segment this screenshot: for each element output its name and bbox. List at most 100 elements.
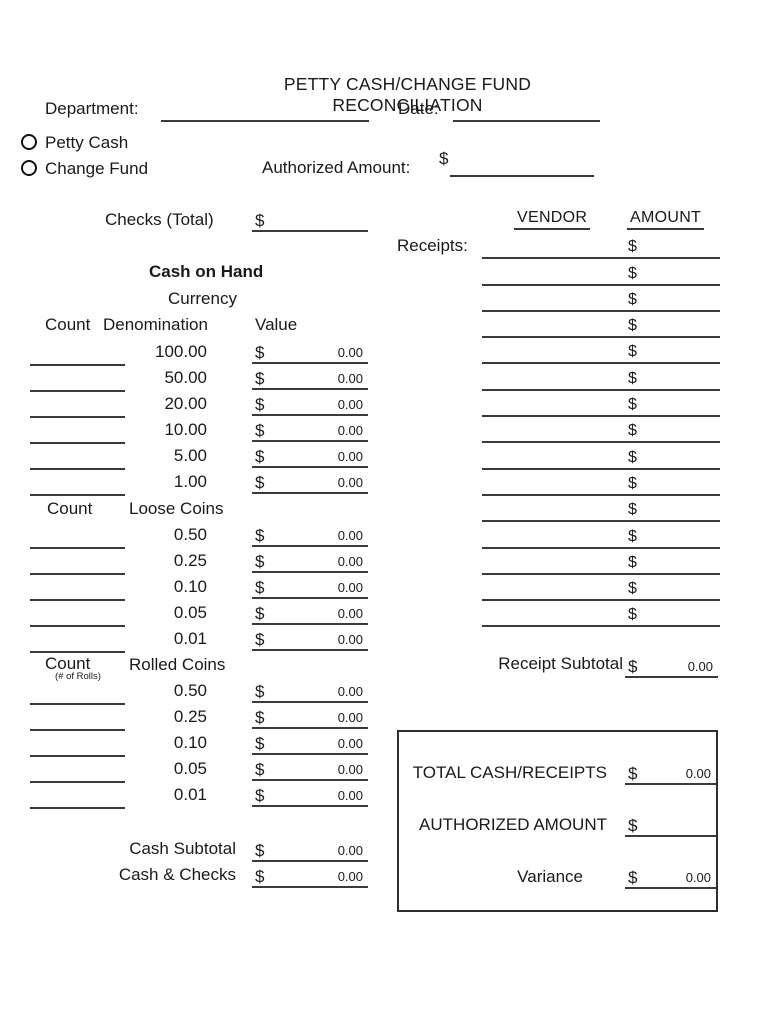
loose-coins-rows: 0.50 $ 0.00 0.25 $ 0.00 0.10 $ <box>0 521 400 653</box>
value-cell: $ 0.00 <box>252 442 368 468</box>
receipt-row-input-line[interactable]: $ <box>482 601 720 628</box>
receipt-row-input-line[interactable]: $ <box>482 417 720 444</box>
receipt-row-input-line[interactable]: $ <box>482 496 720 523</box>
count-input-line[interactable] <box>30 651 125 653</box>
loose-coins-count-header: Count <box>47 499 93 518</box>
count-input-line[interactable] <box>30 703 125 705</box>
count-input-line[interactable] <box>30 416 125 418</box>
count-input-line[interactable] <box>30 390 125 392</box>
denomination-label: 0.05 <box>173 603 207 622</box>
currency-row: 5.00 $ 0.00 <box>0 442 400 470</box>
count-input-line[interactable] <box>30 781 125 783</box>
loose-coin-row: 0.50 $ 0.00 <box>0 521 400 549</box>
authorized-amount-dollar-sign: $ <box>439 149 449 168</box>
value-amount: 0.00 <box>337 736 363 751</box>
authorized-amount-label: Authorized Amount: <box>262 158 411 177</box>
count-input-line[interactable] <box>30 573 125 575</box>
receipt-row-input-line[interactable]: $ <box>482 549 720 575</box>
rolled-coin-row: 0.25 $ 0.00 <box>0 703 400 731</box>
dollar-sign: $ <box>628 580 637 598</box>
denomination-label: 100.00 <box>155 342 207 361</box>
dollar-sign: $ <box>628 264 637 282</box>
value-amount: 0.00 <box>337 345 363 360</box>
value-cell: $ 0.00 <box>252 416 368 442</box>
count-input-line[interactable] <box>30 494 125 496</box>
value-cell: $ 0.00 <box>252 547 368 573</box>
dollar-sign: $ <box>628 657 638 676</box>
dollar-sign: $ <box>255 447 265 466</box>
receipt-row-input-line[interactable]: $ <box>482 522 720 549</box>
dollar-sign: $ <box>628 764 638 783</box>
summary-box: TOTAL CASH/RECEIPTS $ 0.00 AUTHORIZED AM… <box>397 730 718 912</box>
value-cell: $ 0.00 <box>252 755 368 781</box>
receipt-row-input-line[interactable]: $ <box>482 364 720 391</box>
summary-row: AUTHORIZED AMOUNT $ <box>399 811 716 837</box>
value-amount: 0.00 <box>337 580 363 595</box>
dollar-sign: $ <box>255 211 265 230</box>
authorized-amount-input-line[interactable] <box>450 154 594 177</box>
count-input-line[interactable] <box>30 755 125 757</box>
change-fund-radio[interactable] <box>21 160 37 176</box>
value-cell: $ 0.00 <box>252 729 368 755</box>
denomination-label: 0.05 <box>173 759 207 778</box>
value-amount: 0.00 <box>337 449 363 464</box>
receipt-row-input-line[interactable]: $ <box>482 259 720 286</box>
loose-coins-heading: Loose Coins <box>129 499 224 518</box>
rolled-coin-row: 0.10 $ 0.00 <box>0 729 400 757</box>
receipt-row-input-line[interactable]: $ <box>482 470 720 496</box>
value-cell: $ 0.00 <box>252 677 368 703</box>
summary-row: Variance $ 0.00 <box>399 863 716 889</box>
loose-coin-row: 0.10 $ 0.00 <box>0 573 400 601</box>
change-fund-label: Change Fund <box>45 159 149 178</box>
receipt-subtotal-label: Receipt Subtotal <box>498 654 623 673</box>
currency-row: 20.00 $ 0.00 <box>0 390 400 418</box>
denomination-column-header: Denomination <box>103 315 208 334</box>
value-cell: $ 0.00 <box>252 599 368 625</box>
dollar-sign: $ <box>255 708 265 727</box>
receipts-label: Receipts: <box>397 236 468 255</box>
denomination-label: 50.00 <box>164 368 207 387</box>
value-amount: 0.00 <box>337 371 363 386</box>
dollar-sign: $ <box>255 552 265 571</box>
dollar-sign: $ <box>628 369 637 387</box>
count-column-header: Count <box>45 315 91 334</box>
checks-total-input[interactable]: $ <box>252 206 368 232</box>
count-input-line[interactable] <box>30 547 125 549</box>
department-input-line[interactable] <box>161 99 369 122</box>
date-input-line[interactable] <box>453 99 600 122</box>
value-amount: 0.00 <box>337 788 363 803</box>
dollar-sign: $ <box>255 734 265 753</box>
dollar-sign: $ <box>628 343 637 361</box>
dollar-sign: $ <box>628 317 637 335</box>
cash-subtotal-label: Cash Subtotal <box>129 839 236 858</box>
value-cell: $ 0.00 <box>252 468 368 494</box>
receipt-row-input-line[interactable]: $ <box>482 391 720 418</box>
denomination-label: 0.25 <box>173 551 207 570</box>
count-input-line[interactable] <box>30 729 125 731</box>
count-input-line[interactable] <box>30 599 125 601</box>
dollar-sign: $ <box>628 606 637 624</box>
dollar-sign: $ <box>628 501 637 519</box>
receipt-row-input-line[interactable]: $ <box>482 286 720 312</box>
denomination-label: 0.01 <box>173 629 207 648</box>
value-cell: $ 0.00 <box>252 338 368 364</box>
dollar-sign: $ <box>628 474 637 492</box>
receipt-row-input-line[interactable]: $ <box>482 338 720 365</box>
receipt-subtotal-cell: $ 0.00 <box>625 651 718 678</box>
receipt-row-input-line[interactable]: $ <box>482 312 720 339</box>
checks-total-label: Checks (Total) <box>105 210 214 229</box>
count-input-line[interactable] <box>30 625 125 627</box>
receipt-row-input-line[interactable]: $ <box>482 233 720 260</box>
count-input-line[interactable] <box>30 442 125 444</box>
receipt-row-input-line[interactable]: $ <box>482 443 720 470</box>
currency-row: 50.00 $ 0.00 <box>0 364 400 392</box>
dollar-sign: $ <box>255 343 265 362</box>
value-cell: $ 0.00 <box>252 390 368 416</box>
currency-row: 1.00 $ 0.00 <box>0 468 400 496</box>
petty-cash-radio[interactable] <box>21 134 37 150</box>
count-input-line[interactable] <box>30 364 125 366</box>
count-input-line[interactable] <box>30 468 125 470</box>
count-input-line[interactable] <box>30 807 125 809</box>
receipt-row-input-line[interactable]: $ <box>482 575 720 602</box>
